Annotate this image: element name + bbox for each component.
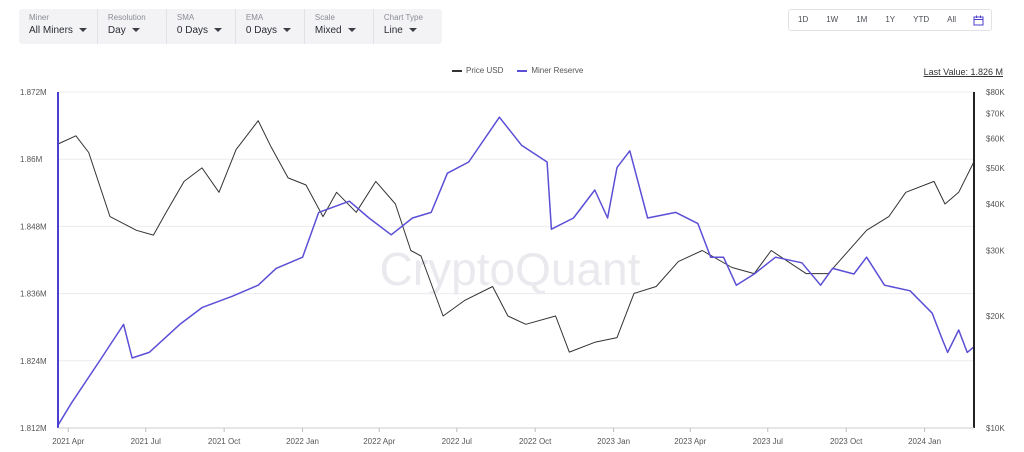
x-axis-tick: 2022 Jan (286, 437, 319, 446)
legend-label-reserve: Miner Reserve (531, 66, 584, 75)
legend-swatch-price (452, 69, 462, 72)
sma-dropdown[interactable]: SMA 0 Days (167, 9, 236, 44)
price-usd-line (57, 120, 975, 353)
scale-dropdown-label: Scale (314, 13, 335, 22)
left-axis-tick: 1.836M (20, 290, 47, 299)
range-button-all[interactable]: All (947, 15, 957, 24)
left-axis-tick: 1.86M (20, 155, 43, 164)
miner-reserve-line (57, 116, 975, 426)
chart-type-dropdown[interactable]: Chart Type Line (374, 9, 442, 44)
x-axis-tick: 2023 Jan (597, 437, 630, 446)
chevron-down-icon (78, 28, 87, 33)
ema-dropdown-value: 0 Days (245, 25, 278, 36)
miner-dropdown[interactable]: Miner All Miners (19, 9, 98, 44)
range-button-1w[interactable]: 1W (826, 15, 839, 24)
filter-toolbar: Miner All Miners Resolution Day SMA 0 Da… (19, 9, 442, 44)
resolution-dropdown-value: Day (107, 25, 126, 36)
miner-dropdown-label: Miner (29, 13, 50, 22)
chart-type-dropdown-value: Line (383, 25, 403, 36)
right-axis-tick: $70K (986, 110, 1005, 119)
last-value-readout: Last Value: 1.826 M (923, 67, 1003, 77)
chart-legend: Price USD Miner Reserve (452, 66, 583, 75)
left-axis-tick: 1.812M (20, 424, 47, 433)
miner-dropdown-value: All Miners (29, 25, 73, 36)
x-axis-tick: 2022 Jul (442, 437, 472, 446)
scale-dropdown[interactable]: Scale Mixed (305, 9, 374, 44)
range-button-ytd[interactable]: YTD (913, 15, 930, 24)
x-axis-tick: 2023 Apr (674, 437, 706, 446)
chevron-down-icon (347, 28, 356, 33)
ema-dropdown[interactable]: EMA 0 Days (236, 9, 305, 44)
left-axis-tick: 1.848M (20, 222, 47, 231)
right-axis-tick: $40K (986, 200, 1005, 209)
x-axis-tick: 2023 Oct (830, 437, 863, 446)
x-axis-tick: 2023 Jul (753, 437, 783, 446)
x-axis-tick: 2021 Apr (52, 437, 84, 446)
right-axis-tick: $50K (986, 164, 1005, 173)
right-axis-tick: $20K (986, 312, 1005, 321)
right-axis-tick: $10K (986, 424, 1005, 433)
sma-dropdown-value: 0 Days (176, 25, 209, 36)
ema-dropdown-label: EMA (245, 13, 264, 22)
legend-item-reserve[interactable]: Miner Reserve (517, 66, 583, 75)
chart-type-dropdown-label: Chart Type (383, 13, 423, 22)
legend-label-price: Price USD (466, 66, 504, 75)
chevron-down-icon (214, 28, 223, 33)
range-button-1d[interactable]: 1D (798, 15, 809, 24)
right-axis-tick: $60K (986, 134, 1005, 143)
chevron-down-icon (131, 28, 140, 33)
x-axis-tick: 2022 Apr (363, 437, 395, 446)
legend-swatch-reserve (517, 69, 528, 72)
x-axis-tick: 2024 Jan (908, 437, 941, 446)
sma-dropdown-label: SMA (176, 13, 195, 22)
range-button-1y[interactable]: 1Y (885, 15, 896, 24)
left-axis-tick: 1.872M (20, 88, 47, 97)
watermark: CryptoQuant (380, 243, 641, 295)
chevron-down-icon (283, 28, 292, 33)
chevron-down-icon (408, 28, 417, 33)
resolution-dropdown-label: Resolution (107, 13, 146, 22)
right-axis-tick: $80K (986, 88, 1005, 97)
resolution-dropdown[interactable]: Resolution Day (98, 9, 167, 44)
calendar-icon[interactable] (965, 10, 991, 30)
scale-dropdown-value: Mixed (314, 25, 342, 36)
legend-item-price[interactable]: Price USD (452, 66, 503, 75)
x-axis-tick: 2021 Jul (131, 437, 161, 446)
x-axis-tick: 2021 Oct (208, 437, 241, 446)
right-axis-tick: $30K (986, 246, 1005, 255)
range-button-1m[interactable]: 1M (856, 15, 868, 24)
left-axis-tick: 1.824M (20, 357, 47, 366)
x-axis-tick: 2022 Oct (519, 437, 552, 446)
time-range-selector: 1D 1W 1M 1Y YTD All (788, 9, 993, 31)
